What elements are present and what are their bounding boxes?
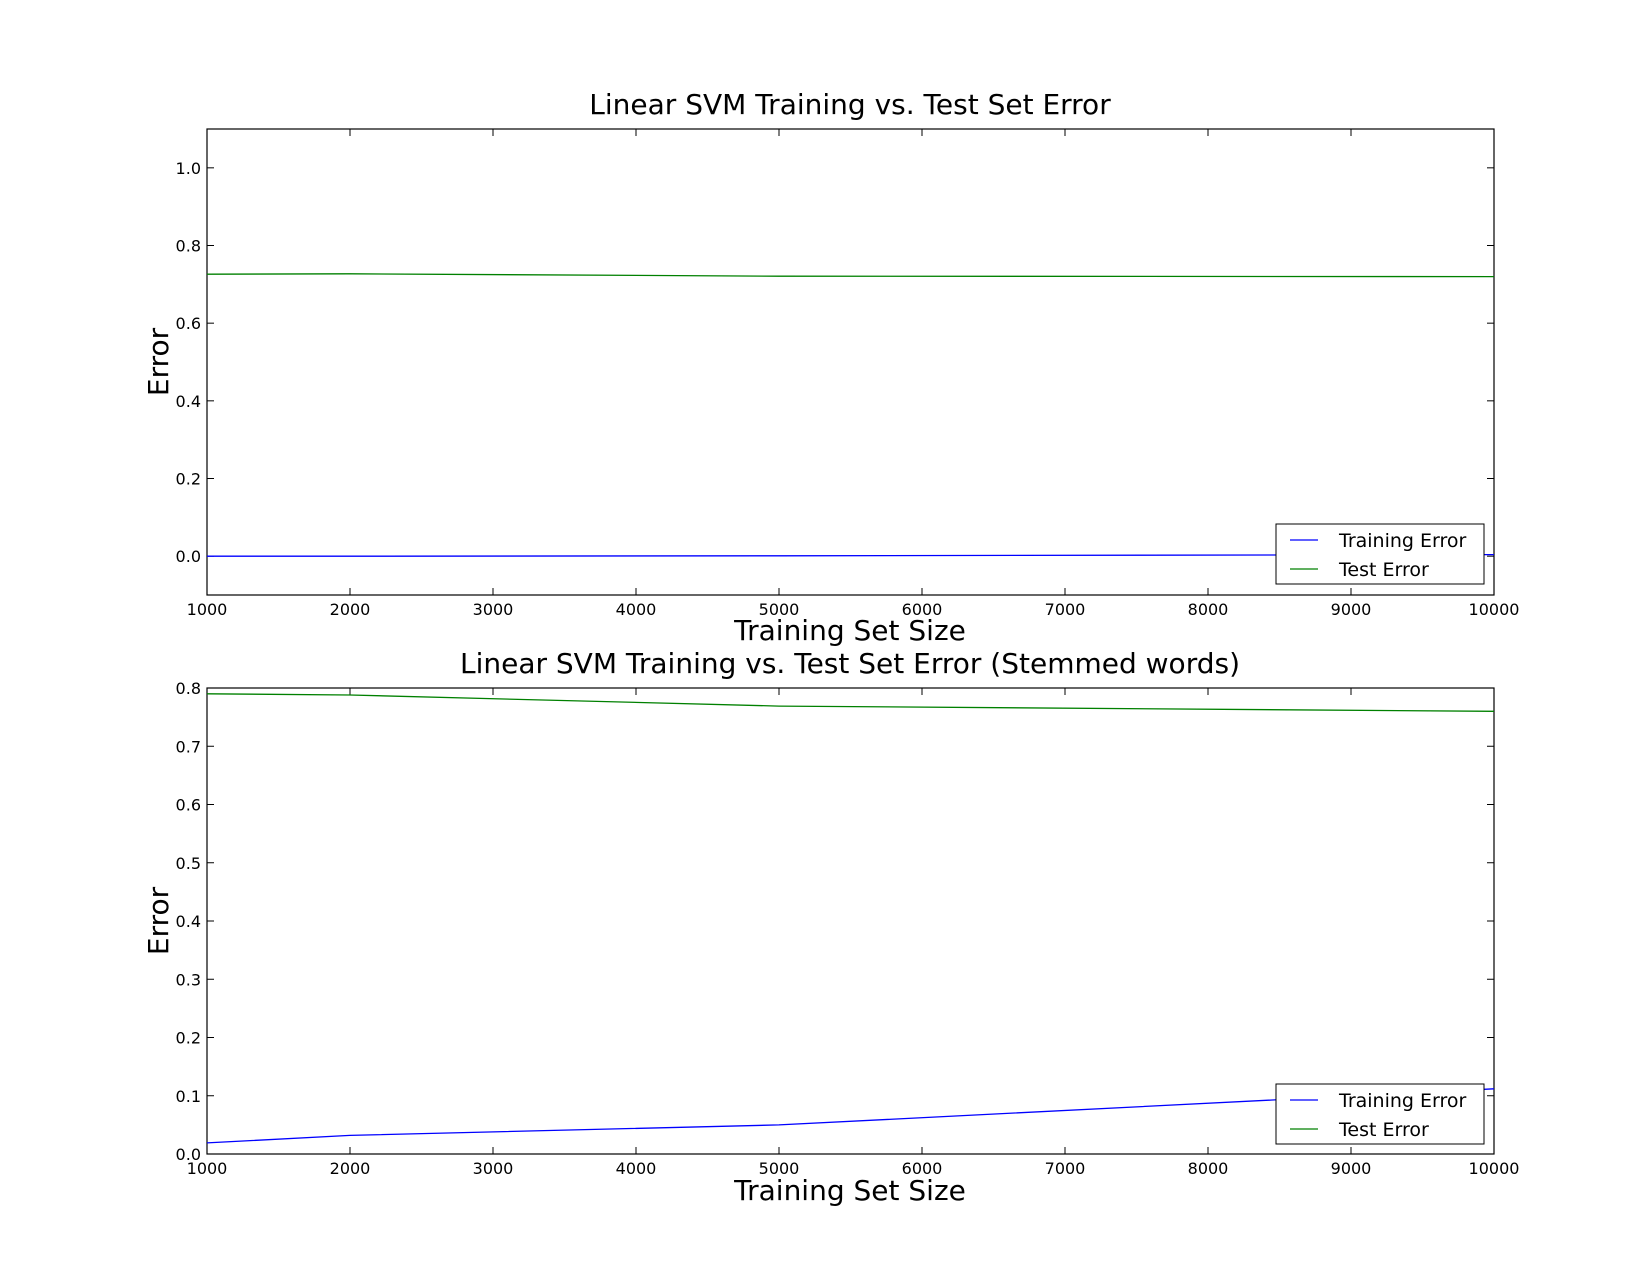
x-tick-label: 4000 bbox=[616, 600, 657, 619]
legend-label-test-error: Test Error bbox=[1338, 559, 1429, 581]
y-tick-label: 0.6 bbox=[176, 796, 201, 815]
series-line-test-error bbox=[206, 693, 1495, 712]
y-tick-label: 0.0 bbox=[176, 547, 201, 566]
y-axis-label: Error bbox=[142, 886, 175, 955]
y-tick-label: 0.6 bbox=[176, 314, 201, 333]
x-tick-label: 4000 bbox=[616, 1159, 657, 1178]
chart-title: Linear SVM Training vs. Test Set Error (… bbox=[460, 647, 1240, 680]
y-tick-label: 0.4 bbox=[176, 912, 201, 931]
series-line-training-error bbox=[207, 553, 1495, 557]
x-tick-label: 7000 bbox=[1045, 600, 1086, 619]
y-tick-label: 0.8 bbox=[176, 679, 201, 698]
y-tick-label: 0.7 bbox=[176, 737, 201, 756]
x-tick-label: 5000 bbox=[759, 600, 800, 619]
x-tick-label: 8000 bbox=[1188, 1159, 1229, 1178]
y-axis-label: Error bbox=[142, 327, 175, 396]
legend-label-training-error: Training Error bbox=[1338, 530, 1467, 552]
x-tick-label: 3000 bbox=[473, 1159, 514, 1178]
axis-ticks: 1000 2000 3000 4000 5000 6000 7000 8000 9000 1000… bbox=[176, 129, 1520, 619]
legend-box bbox=[1275, 1083, 1485, 1145]
series-line-training-error bbox=[206, 1088, 1495, 1144]
x-tick-label: 7000 bbox=[1045, 1159, 1086, 1178]
chart-title: Linear SVM Training vs. Test Set Error bbox=[589, 88, 1111, 121]
y-tick-label: 0.2 bbox=[176, 1029, 201, 1048]
chart-error-vs-size: Linear SVM Training vs. Test Set Error 1… bbox=[142, 88, 1519, 647]
x-tick-label: 5000 bbox=[759, 1159, 800, 1178]
x-tick-label: 1000 bbox=[187, 600, 228, 619]
x-tick-label: 2000 bbox=[330, 1159, 371, 1178]
axis-ticks: 1000 2000 3000 4000 5000 6000 7000 8000 9000 1000… bbox=[176, 679, 1520, 1178]
y-tick-label: 0.1 bbox=[176, 1087, 201, 1106]
x-tick-label: 8000 bbox=[1188, 600, 1229, 619]
x-tick-label: 9000 bbox=[1331, 600, 1372, 619]
x-tick-label: 10000 bbox=[1469, 1159, 1520, 1178]
series-lines bbox=[206, 693, 1495, 1144]
legend: Training Error Test Error bbox=[1275, 523, 1485, 585]
chart-error-vs-size-stemmed: Linear SVM Training vs. Test Set Error (… bbox=[142, 647, 1519, 1207]
plot-frame bbox=[206, 128, 1495, 596]
x-axis-label: Training Set Size bbox=[733, 614, 966, 647]
legend-label-test-error: Test Error bbox=[1338, 1119, 1429, 1141]
x-tick-label: 1000 bbox=[187, 1159, 228, 1178]
series-lines bbox=[206, 273, 1495, 557]
legend: Training Error Test Error bbox=[1275, 1083, 1485, 1145]
x-tick-label: 6000 bbox=[902, 600, 943, 619]
x-tick-label: 9000 bbox=[1331, 1159, 1372, 1178]
x-tick-label: 2000 bbox=[330, 600, 371, 619]
y-tick-label: 0.8 bbox=[176, 237, 201, 256]
legend-box bbox=[1275, 523, 1485, 585]
x-tick-label: 3000 bbox=[473, 600, 514, 619]
y-tick-label: 0.5 bbox=[176, 854, 201, 873]
y-tick-label: 0.0 bbox=[176, 1145, 201, 1164]
x-tick-label: 6000 bbox=[902, 1159, 943, 1178]
y-tick-label: 0.4 bbox=[176, 392, 201, 411]
y-tick-label: 1.0 bbox=[176, 159, 201, 178]
y-tick-label: 0.2 bbox=[176, 470, 201, 489]
series-line-test-error bbox=[206, 273, 1495, 278]
x-tick-label: 10000 bbox=[1469, 600, 1520, 619]
x-axis-label: Training Set Size bbox=[733, 1174, 966, 1207]
y-tick-label: 0.3 bbox=[176, 970, 201, 989]
legend-label-training-error: Training Error bbox=[1338, 1090, 1467, 1112]
